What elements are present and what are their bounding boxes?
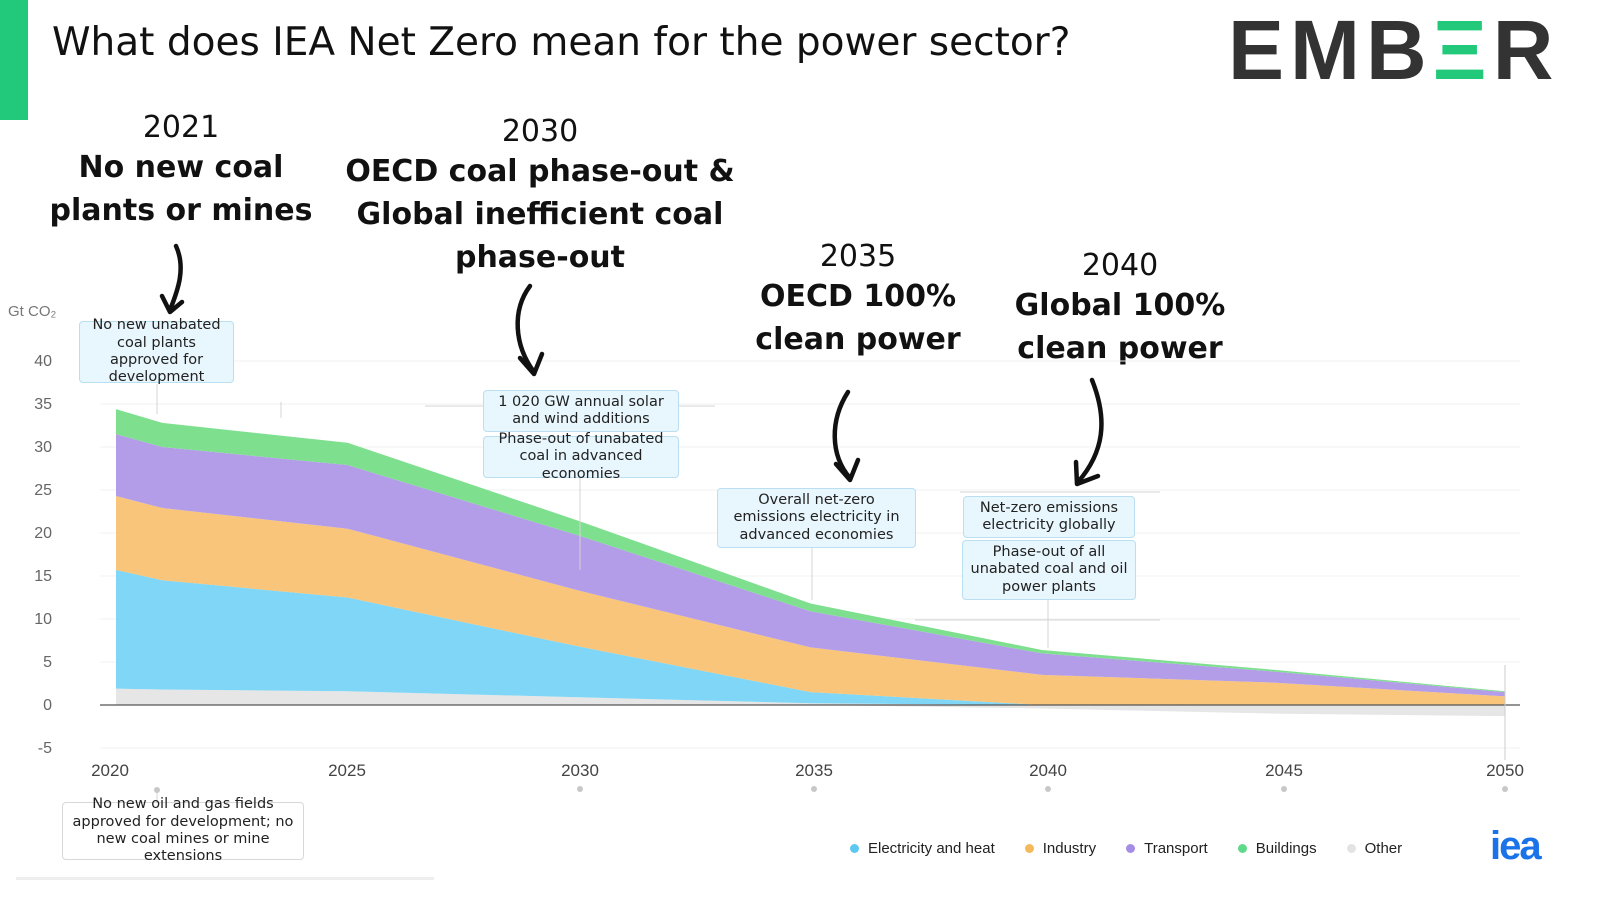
x-tick-dot xyxy=(1281,786,1287,792)
legend-label: Buildings xyxy=(1255,840,1317,857)
area-electricity-and-heat xyxy=(116,569,1505,705)
x-tick-dot xyxy=(1502,786,1508,792)
annotation-coal-oil-phase-out: Phase-out of all unabated coal and oil p… xyxy=(962,540,1136,600)
callout-text: Global 100% clean power xyxy=(1014,288,1226,366)
x-tick-label: 2035 xyxy=(795,761,833,780)
x-tick-label: 2050 xyxy=(1486,761,1524,780)
area-transport xyxy=(116,434,1505,697)
y-tick-label: 40 xyxy=(34,353,52,370)
callout-year: 2030 xyxy=(501,114,579,149)
annotation-no-new-oil-gas-fields: No new oil and gas fields approved for d… xyxy=(62,796,304,864)
y-tick-label: 5 xyxy=(43,654,52,671)
area-other xyxy=(116,688,1505,717)
arrow-2035-head xyxy=(833,457,861,483)
callout-2021: 2021 No new coal plants or mines xyxy=(40,108,322,233)
y-tick-label: -5 xyxy=(38,740,52,757)
legend-swatch xyxy=(850,844,859,853)
legend-label: Electricity and heat xyxy=(868,840,995,857)
legend-swatch xyxy=(1237,844,1247,853)
area-industry xyxy=(116,496,1505,705)
y-tick-label: 25 xyxy=(34,482,52,499)
annotation-solar-wind-additions: 1 020 GW annual solar and wind additions xyxy=(483,390,679,432)
divider xyxy=(16,877,434,880)
logo-prefix: EMB xyxy=(1228,3,1433,97)
legend-item: Transport xyxy=(1126,840,1208,857)
accent-bar xyxy=(0,0,28,120)
arrow-2021-head xyxy=(159,293,185,315)
chart-legend: Electricity and heat Industry Transport … xyxy=(850,840,1402,857)
legend-swatch xyxy=(1346,844,1356,853)
x-tick-dot xyxy=(154,787,160,793)
x-tick-label: 2045 xyxy=(1265,761,1303,780)
y-tick-label: 15 xyxy=(34,568,52,585)
logo-mid: Ξ xyxy=(1432,3,1493,97)
y-tick-label: 20 xyxy=(34,525,52,542)
legend-swatch xyxy=(1126,844,1136,853)
x-tick-label: 2020 xyxy=(91,761,129,780)
annotation-no-new-coal-plants: No new unabated coal plants approved for… xyxy=(79,317,234,385)
callout-text: OECD coal phase-out & Global inefficient… xyxy=(345,154,735,275)
annotation-advanced-coal-phase-out: Phase-out of unabated coal in advanced e… xyxy=(483,431,679,482)
slide-title: What does IEA Net Zero mean for the powe… xyxy=(52,20,1071,65)
callout-year: 2021 xyxy=(142,110,220,145)
callout-arrows xyxy=(159,243,1104,487)
callout-year: 2040 xyxy=(1081,248,1159,283)
callout-2040: 2040 Global 100% clean power xyxy=(1002,246,1238,371)
arrow-2030 xyxy=(515,283,537,375)
callout-2035: 2035 OECD 100% clean power xyxy=(740,237,976,362)
callout-text: OECD 100% clean power xyxy=(755,279,961,357)
legend-item: Industry xyxy=(1024,840,1097,857)
y-axis-label: Gt CO₂ xyxy=(8,303,57,320)
arrow-2040-head xyxy=(1073,459,1101,487)
callout-year: 2035 xyxy=(819,239,897,274)
legend-label: Other xyxy=(1364,840,1403,857)
legend-label: Transport xyxy=(1144,840,1208,857)
x-tick-dot xyxy=(811,786,817,792)
y-tick-label: 10 xyxy=(34,611,52,628)
y-tick-label: 35 xyxy=(34,396,52,413)
x-tick-dot xyxy=(577,786,583,792)
callout-2030: 2030 OECD coal phase-out & Global ineffi… xyxy=(340,112,740,280)
legend-item: Electricity and heat xyxy=(850,840,995,857)
arrow-2040 xyxy=(1075,377,1104,485)
y-tick-label: 0 xyxy=(43,697,52,714)
x-tick-label: 2030 xyxy=(561,761,599,780)
annotation-global-net-zero-electricity: Net-zero emissions electricity globally xyxy=(963,496,1135,538)
arrow-2021 xyxy=(167,243,183,313)
legend-item: Buildings xyxy=(1237,840,1317,857)
ember-logo: EMBΞR xyxy=(1228,8,1559,92)
axis-layer: 40 35 30 25 20 15 10 5 0 -5 Gt CO₂ 2020 2025 2030 2035… xyxy=(8,303,1524,793)
callout-text: No new coal plants or mines xyxy=(49,150,313,228)
iea-logo: iea xyxy=(1490,824,1542,868)
legend-item: Other xyxy=(1346,840,1403,857)
x-tick-dot xyxy=(1045,786,1051,792)
y-tick-label: 30 xyxy=(34,439,52,456)
legend-label: Industry xyxy=(1042,840,1097,857)
x-tick-label: 2025 xyxy=(328,761,366,780)
arrow-2030-head xyxy=(517,351,545,377)
area-buildings xyxy=(116,409,1505,693)
x-tick-label: 2040 xyxy=(1029,761,1067,780)
annotation-advanced-net-zero-electricity: Overall net-zero emissions electricity i… xyxy=(717,488,916,548)
logo-suffix: R xyxy=(1492,3,1560,97)
legend-swatch xyxy=(1024,844,1034,853)
chart-areas xyxy=(116,409,1505,717)
